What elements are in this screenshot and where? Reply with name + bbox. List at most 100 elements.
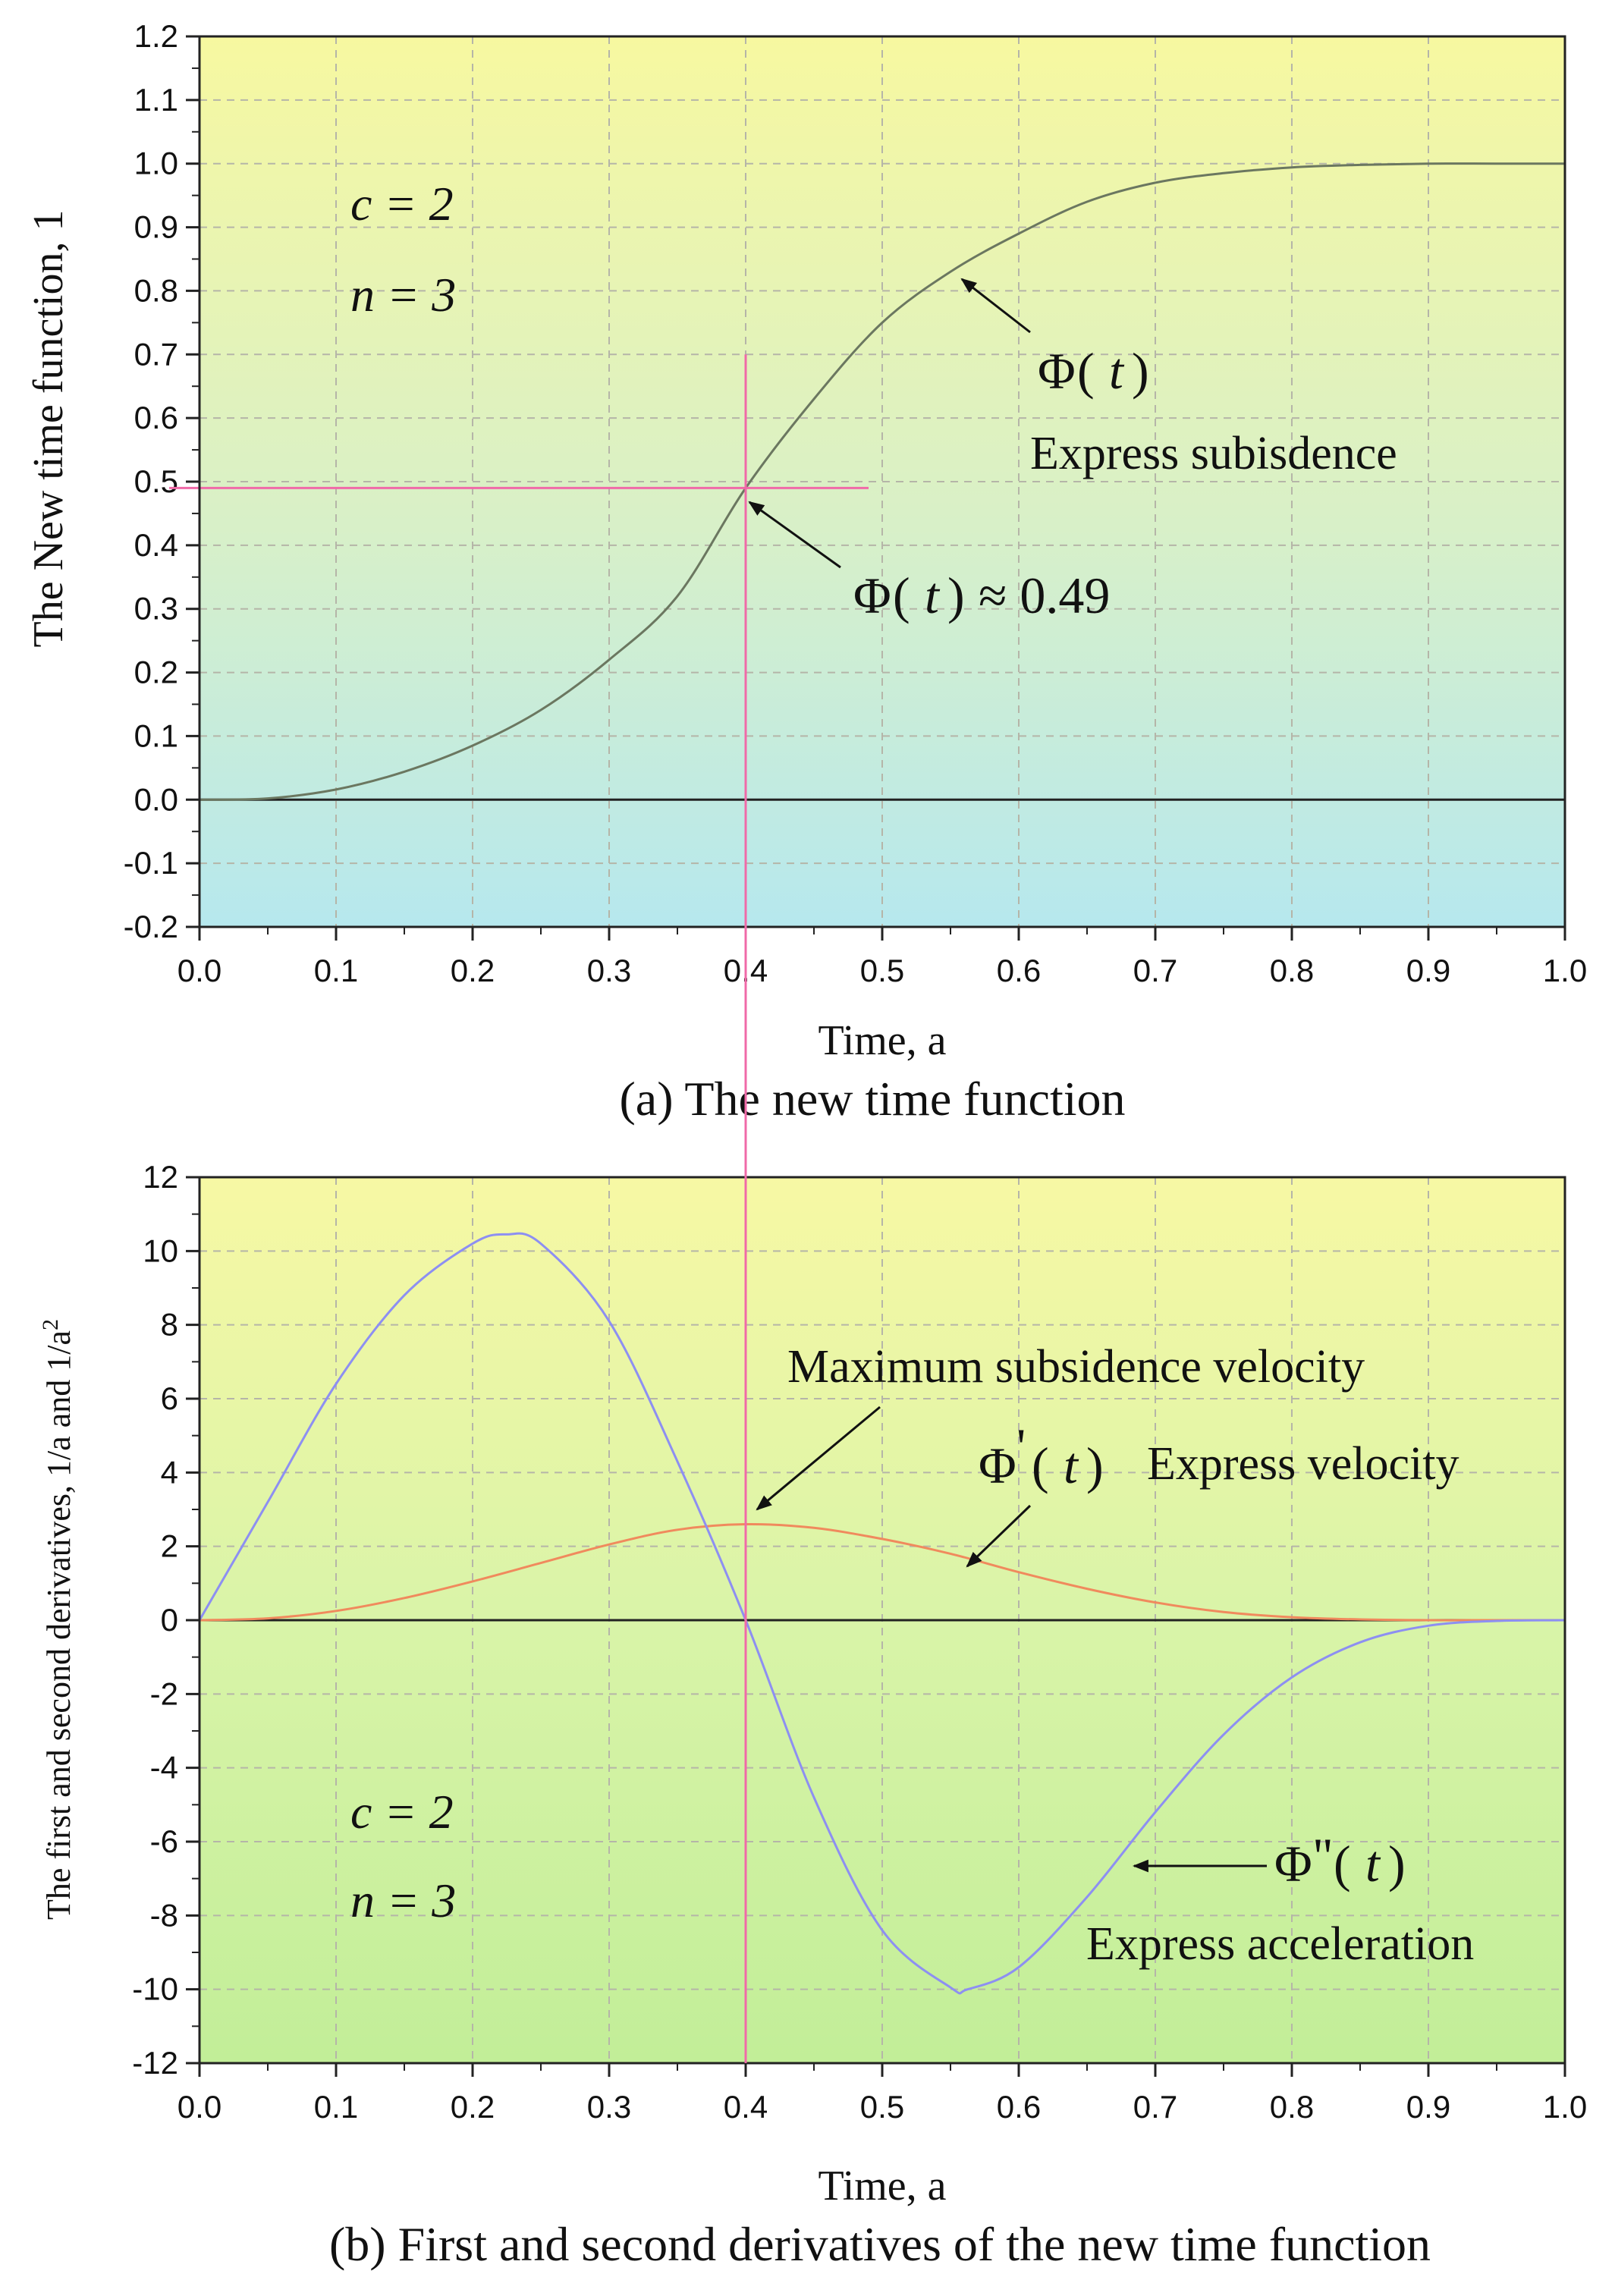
x-tick-label: 0.8 — [1270, 2089, 1314, 2125]
panel-b-param-n: n = 3 — [350, 1874, 456, 1927]
panel-a-frame — [198, 35, 1566, 928]
panel-b-ylabel-text: The first and second derivatives, 1/a an… — [40, 1330, 77, 1920]
panel-b-caption: (b) First and second derivatives of the … — [329, 2217, 1431, 2271]
panel-b-phi-dprime-symbol: Φ — [1274, 1835, 1312, 1892]
y-tick-label: -0.1 — [124, 845, 178, 881]
x-tick-label: 0.4 — [724, 2089, 768, 2125]
y-tick-label: 0.3 — [134, 591, 178, 627]
x-tick-label: 0.9 — [1406, 953, 1450, 988]
panel-a: 0.0 0.1 0.2 0.3 0.4 0.5 0.6 0.7 0.8 0.9 1.0 -0.2 -0.… — [25, 18, 1587, 1126]
panel-b-phi-dprime-paren-close: ) — [1388, 1835, 1406, 1892]
panel-b-phi-prime-symbol: Φ — [979, 1437, 1016, 1494]
panel-a-param-c: c = 2 — [350, 177, 454, 231]
y-tick-label: 2 — [161, 1528, 178, 1564]
panel-a-xlabel: Time, a — [818, 1017, 946, 1064]
panel-b: 0.0 0.1 0.2 0.3 0.4 0.5 0.6 0.7 0.8 0.9 1.0 -12 -10 -… — [38, 1159, 1588, 2271]
panel-b-phi-dprime-t: t — [1365, 1835, 1381, 1892]
x-tick-label: 0.1 — [314, 2089, 358, 2125]
y-tick-label: -10 — [132, 1971, 178, 2007]
panel-a-approx-arrow — [748, 501, 841, 569]
panel-b-param-c: c = 2 — [350, 1785, 454, 1839]
panel-a-paren-close: ) — [1132, 342, 1149, 400]
panel-a-t-symbol: t — [1109, 342, 1125, 400]
x-tick-label: 0.7 — [1133, 953, 1177, 988]
x-tick-label: 0.3 — [587, 2089, 631, 2125]
panel-b-acceleration-text: Express acceleration — [1086, 1918, 1474, 1970]
panel-b-velocity-arrow — [966, 1504, 1032, 1568]
y-tick-label: 0 — [161, 1602, 178, 1638]
panel-b-xlabel: Time, a — [818, 2163, 946, 2210]
panel-b-phi-prime-paren-close: ) — [1086, 1437, 1104, 1494]
y-tick-label: -6 — [150, 1823, 178, 1859]
y-tick-label: 0.8 — [134, 272, 178, 308]
x-tick-label: 0.9 — [1406, 2089, 1450, 2125]
panel-a-approx-paren-open: ( — [893, 567, 910, 624]
panel-a-approx-label: Φ ( t ) ≈ 0.49 — [853, 567, 1110, 624]
panel-a-param-n: n = 3 — [350, 268, 456, 322]
y-tick-label: 6 — [161, 1380, 178, 1416]
y-tick-label: 1.0 — [134, 146, 178, 181]
y-tick-label: 0.6 — [134, 400, 178, 435]
panel-a-approx-phi: Φ — [853, 567, 891, 624]
x-tick-label: 0.7 — [1133, 2089, 1177, 2125]
x-tick-label: 0.2 — [451, 953, 495, 988]
x-tick-label: 0.2 — [451, 2089, 495, 2125]
panel-a-paren-open: ( — [1077, 342, 1095, 400]
x-tick-label: 0.3 — [587, 953, 631, 988]
y-tick-label: 0.5 — [134, 463, 178, 499]
panel-b-prime-mark: ' — [1016, 1418, 1026, 1475]
panel-a-subsidence-text: Express subisdence — [1030, 428, 1397, 479]
y-tick-label: 0.7 — [134, 336, 178, 372]
panel-a-approx-value: ≈ 0.49 — [979, 567, 1110, 624]
y-tick-label: 12 — [143, 1159, 178, 1195]
x-tick-label: 0.5 — [860, 953, 904, 988]
panel-b-velocity-text: Express velocity — [1147, 1438, 1459, 1490]
panel-b-phi-double-prime-label: Φ " ( t ) — [1274, 1827, 1406, 1892]
panel-b-phi-prime-paren-open: ( — [1032, 1437, 1049, 1494]
panel-b-ylabel: The first and second derivatives, 1/a an… — [38, 1319, 78, 1920]
panel-a-phi-arrow — [960, 278, 1031, 334]
x-tick-label: 0.1 — [314, 953, 358, 988]
y-tick-label: 4 — [161, 1454, 178, 1490]
x-tick-label: 1.0 — [1543, 953, 1587, 988]
panel-b-double-prime-mark: " — [1312, 1827, 1334, 1885]
panel-b-ticks: 0.0 0.1 0.2 0.3 0.4 0.5 0.6 0.7 0.8 0.9 1.0 -12 -10 -… — [132, 1159, 1587, 2125]
y-tick-label: 8 — [161, 1307, 178, 1343]
panel-b-phi-dprime-paren-open: ( — [1334, 1835, 1351, 1892]
y-tick-label: -0.2 — [124, 909, 178, 944]
panel-b-phi-prime-label: Φ ' ( t ) Express velocity — [979, 1418, 1459, 1494]
y-tick-label: 0.4 — [134, 527, 178, 563]
series-line-1-1 — [198, 1232, 1566, 1995]
x-tick-label: 0.5 — [860, 2089, 904, 2125]
panel-a-ylabel: The New time function, 1 — [25, 210, 72, 648]
y-tick-label: 0.2 — [134, 655, 178, 690]
y-tick-label: 10 — [143, 1233, 178, 1268]
panel-b-phi-prime-t: t — [1064, 1437, 1079, 1494]
panel-b-frame — [198, 1176, 1566, 2065]
y-tick-label: 0.1 — [134, 718, 178, 753]
panel-a-series — [169, 162, 1565, 801]
x-tick-label: 0.6 — [997, 953, 1041, 988]
panel-a-caption: (a) The new time function — [619, 1072, 1125, 1126]
y-tick-label: -4 — [150, 1750, 178, 1786]
x-tick-label: 1.0 — [1543, 2089, 1587, 2125]
y-tick-label: 0.9 — [134, 209, 178, 245]
panel-a-phi-symbol: Φ — [1038, 342, 1076, 400]
panel-b-max-velocity-arrow — [756, 1406, 881, 1511]
x-tick-label: 0.0 — [178, 2089, 222, 2125]
panel-a-approx-paren-close: ) — [947, 567, 965, 624]
series-line-0-0 — [199, 162, 1565, 801]
y-tick-label: -8 — [150, 1897, 178, 1933]
y-tick-label: 1.2 — [134, 18, 178, 54]
y-tick-label: 1.1 — [134, 82, 178, 118]
y-tick-label: -12 — [132, 2045, 178, 2081]
panel-a-ticks: 0.0 0.1 0.2 0.3 0.4 0.5 0.6 0.7 0.8 0.9 1.0 -0.2 -0.… — [124, 18, 1588, 988]
x-tick-label: 0.0 — [178, 953, 222, 988]
series-line-1-0 — [199, 1522, 1565, 1622]
panel-a-approx-t: t — [925, 567, 941, 624]
y-tick-label: -2 — [150, 1676, 178, 1711]
x-tick-label: 0.8 — [1270, 953, 1314, 988]
panel-b-series — [198, 1232, 1566, 1995]
panel-a-phi-label: Φ ( t ) — [1038, 342, 1149, 400]
